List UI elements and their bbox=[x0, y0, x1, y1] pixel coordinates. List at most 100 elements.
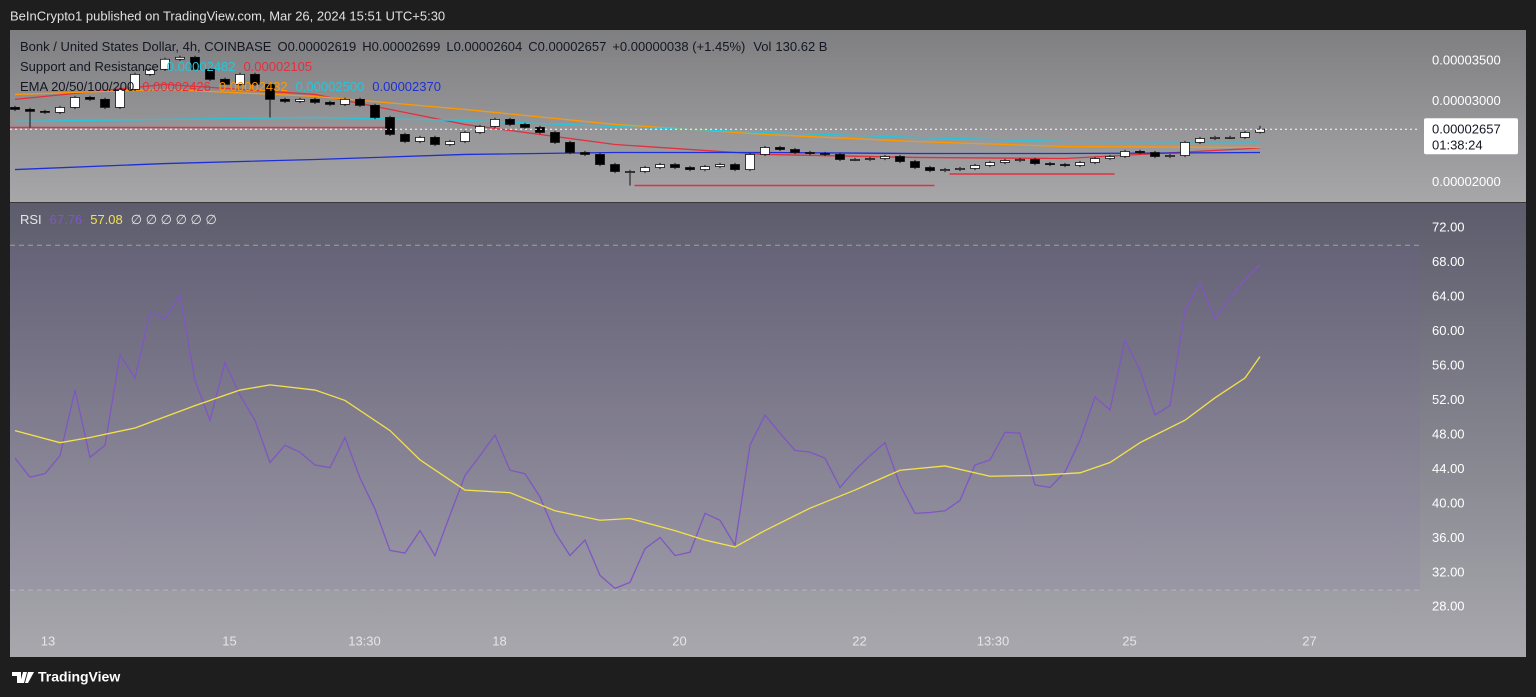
y-tick-label: 64.00 bbox=[1432, 288, 1465, 303]
y-tick-label: 44.00 bbox=[1432, 461, 1465, 476]
price-tag-value: 0.00002657 bbox=[1432, 122, 1501, 137]
candle-body bbox=[10, 107, 20, 110]
x-tick-label: 15 bbox=[222, 633, 236, 648]
candle-body bbox=[325, 101, 335, 105]
candle-body bbox=[310, 98, 320, 103]
candle-body bbox=[1000, 160, 1010, 163]
y-tick-label: 60.00 bbox=[1432, 323, 1465, 338]
indicator-title: EMA 20/50/100/200 bbox=[20, 79, 134, 94]
ohlc-key: C bbox=[528, 39, 537, 54]
candle-body bbox=[1225, 137, 1235, 139]
candle-body bbox=[385, 117, 395, 135]
candle-body bbox=[805, 152, 815, 154]
candle-body bbox=[70, 97, 80, 108]
rsi-legend: RSI 67.76 57.08 ∅ ∅ ∅ ∅ ∅ ∅ bbox=[20, 212, 217, 227]
ema-line bbox=[14, 88, 1260, 149]
candle-body bbox=[730, 164, 740, 170]
candle-body bbox=[550, 132, 560, 143]
x-tick-label: 25 bbox=[1122, 633, 1136, 648]
candle-body bbox=[490, 119, 500, 127]
candle-body bbox=[955, 168, 965, 170]
ohlc-key: H bbox=[362, 39, 371, 54]
candle-body bbox=[1120, 151, 1130, 157]
x-tick-label: 13:30 bbox=[348, 633, 381, 648]
candle-body bbox=[85, 97, 95, 100]
candle-body bbox=[1135, 151, 1145, 153]
y-tick-label: 0.00003000 bbox=[1432, 93, 1501, 108]
rsi-panel bbox=[10, 203, 1526, 657]
indicator-value: 0.00002370 bbox=[372, 79, 441, 94]
y-tick-label: 28.00 bbox=[1432, 599, 1465, 614]
volume-key: Vol bbox=[753, 39, 771, 54]
price-panel bbox=[10, 30, 1526, 202]
candle-body bbox=[655, 164, 665, 168]
candle-body bbox=[55, 107, 65, 113]
indicator-legend: Support and Resistance 0.00002482 0.000021… bbox=[20, 59, 312, 74]
candle-body bbox=[1030, 159, 1040, 164]
x-tick-label: 13 bbox=[41, 633, 55, 648]
symbol-legend: Bonk / United States Dollar, 4h, COINBAS… bbox=[20, 39, 827, 54]
logo-text: TradingView bbox=[38, 669, 120, 685]
candle-body bbox=[535, 127, 545, 133]
candle-body bbox=[985, 162, 995, 166]
y-tick-label: 68.00 bbox=[1432, 254, 1465, 269]
candle-body bbox=[100, 98, 110, 108]
candle-body bbox=[205, 68, 215, 80]
candle-body bbox=[250, 73, 260, 85]
y-tick-label: 56.00 bbox=[1432, 357, 1465, 372]
candle-body bbox=[880, 156, 890, 159]
ohlc-key: L bbox=[446, 39, 453, 54]
y-tick-label: 48.00 bbox=[1432, 426, 1465, 441]
rsi-value: 67.76 bbox=[50, 212, 83, 227]
candle-body bbox=[925, 167, 935, 171]
ema-line bbox=[14, 116, 1260, 143]
candle-body bbox=[1165, 155, 1175, 157]
candle-body bbox=[745, 154, 755, 170]
candle-body bbox=[520, 124, 530, 128]
publish-info: BeInCrypto1 published on TradingView.com… bbox=[10, 8, 445, 23]
candle-body bbox=[115, 88, 125, 108]
ohlc-value: 0.00002699 bbox=[372, 39, 441, 54]
candle-body bbox=[145, 68, 155, 75]
candle-body bbox=[850, 159, 860, 161]
candle-body bbox=[625, 171, 635, 173]
candle-body bbox=[370, 104, 380, 118]
rsi-title: RSI bbox=[20, 212, 42, 227]
logo: TradingView bbox=[12, 669, 120, 685]
candle-body bbox=[670, 164, 680, 168]
x-tick-label: 20 bbox=[672, 633, 686, 648]
rsi-value: 57.08 bbox=[90, 212, 123, 227]
candle-body bbox=[685, 167, 695, 170]
volume-value: 130.62 B bbox=[775, 39, 827, 54]
candle-body bbox=[760, 147, 770, 155]
y-tick-label: 36.00 bbox=[1432, 530, 1465, 545]
candle-body bbox=[295, 98, 305, 102]
candle-body bbox=[1210, 137, 1220, 139]
y-tick-label: 0.00003500 bbox=[1432, 52, 1501, 67]
ohlc-value: 0.00002657 bbox=[538, 39, 607, 54]
candle-body bbox=[1195, 138, 1205, 143]
indicator-value: 0.00002432 bbox=[219, 79, 288, 94]
y-tick-label: 32.00 bbox=[1432, 564, 1465, 579]
candle-body bbox=[700, 166, 710, 170]
candle-body bbox=[190, 56, 200, 70]
candle-body bbox=[280, 98, 290, 102]
candle-body bbox=[415, 137, 425, 142]
candle-body bbox=[715, 164, 725, 167]
candle-body bbox=[25, 109, 35, 112]
candle-body bbox=[1060, 164, 1070, 166]
ema-line bbox=[14, 151, 1260, 171]
candle-body bbox=[265, 83, 275, 100]
candle-body bbox=[790, 149, 800, 153]
price-plot bbox=[10, 55, 1265, 187]
candle-body bbox=[865, 158, 875, 160]
indicator-value: 0.00002500 bbox=[296, 79, 365, 94]
y-tick-label: 72.00 bbox=[1432, 219, 1465, 234]
x-tick-label: 27 bbox=[1302, 633, 1316, 648]
candle-body bbox=[820, 153, 830, 155]
candle-body bbox=[340, 98, 350, 105]
candle-body bbox=[775, 147, 785, 150]
candle-body bbox=[895, 156, 905, 162]
ema-line bbox=[14, 83, 1261, 160]
